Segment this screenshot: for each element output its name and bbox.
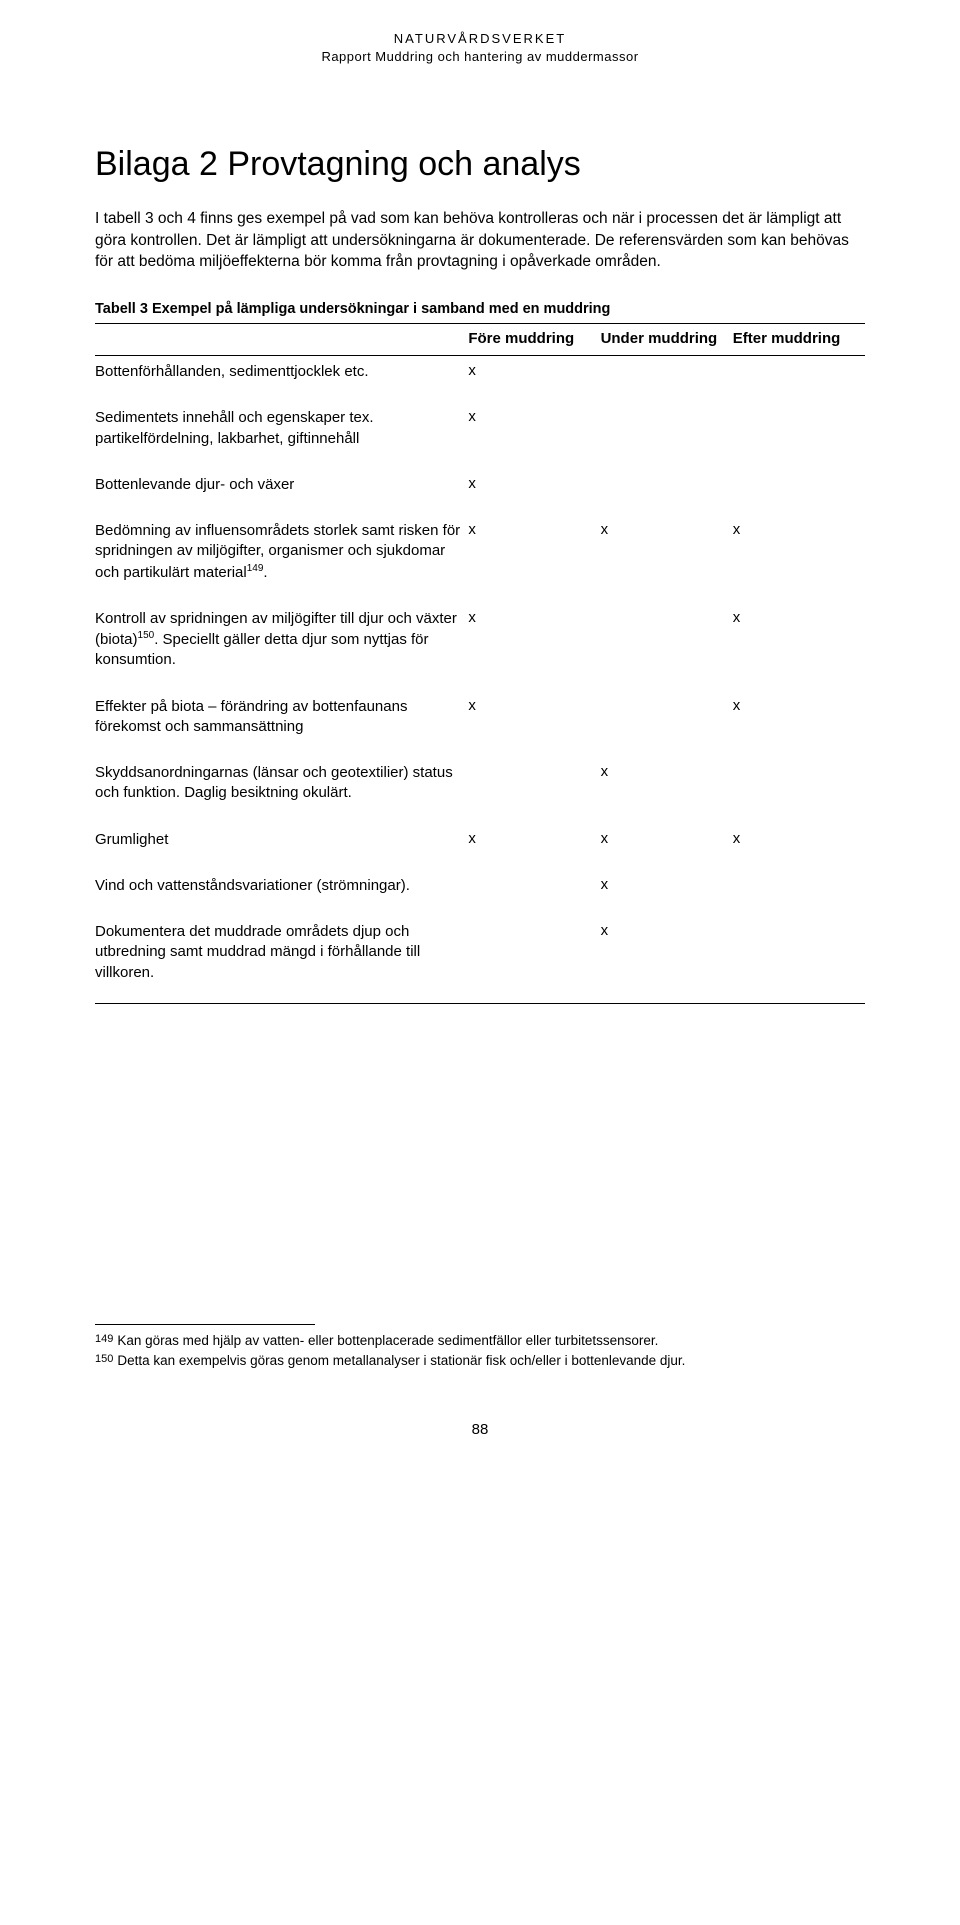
row-description: Kontroll av spridningen av miljögifter t…	[95, 603, 468, 691]
table-row: Skyddsanordningarnas (länsar och geotext…	[95, 757, 865, 824]
investigations-table: Före muddring Under muddring Efter muddr…	[95, 323, 865, 1004]
table-caption: Tabell 3 Exempel på lämpliga undersöknin…	[95, 301, 865, 317]
footnote-149: 149 Kan göras med hjälp av vatten- eller …	[95, 1331, 865, 1351]
row-under-cell	[601, 469, 733, 515]
footnote-text: Detta kan exempelvis göras genom metalla…	[117, 1353, 685, 1368]
row-under-cell: x	[601, 757, 733, 824]
row-description: Bottenförhållanden, sedimenttjocklek etc…	[95, 356, 468, 403]
table-row: Kontroll av spridningen av miljögifter t…	[95, 603, 865, 691]
row-under-cell: x	[601, 870, 733, 916]
row-efter-cell	[733, 469, 865, 515]
row-under-cell	[601, 691, 733, 758]
row-description: Skyddsanordningarnas (länsar och geotext…	[95, 757, 468, 824]
table-row: Bottenförhållanden, sedimenttjocklek etc…	[95, 356, 865, 403]
page-header: NATURVÅRDSVERKET Rapport Muddring och ha…	[95, 30, 865, 65]
table-row: Bottenlevande djur- och växerx	[95, 469, 865, 515]
row-fore-cell: x	[468, 603, 600, 691]
row-under-cell: x	[601, 916, 733, 1003]
row-efter-cell: x	[733, 691, 865, 758]
row-fore-cell	[468, 870, 600, 916]
row-description: Bedömning av influensområdets storlek sa…	[95, 515, 468, 603]
row-fore-cell: x	[468, 402, 600, 469]
table-header-row: Före muddring Under muddring Efter muddr…	[95, 324, 865, 356]
table-row: Effekter på biota – förändring av botten…	[95, 691, 865, 758]
footnote-number: 150	[95, 1353, 113, 1365]
row-efter-cell	[733, 916, 865, 1003]
row-under-cell	[601, 402, 733, 469]
row-under-cell: x	[601, 515, 733, 603]
row-fore-cell	[468, 916, 600, 1003]
row-efter-cell: x	[733, 603, 865, 691]
row-description: Effekter på biota – förändring av botten…	[95, 691, 468, 758]
footnote-150: 150 Detta kan exempelvis göras genom meta…	[95, 1351, 865, 1371]
row-description: Dokumentera det muddrade områdets djup o…	[95, 916, 468, 1003]
row-fore-cell: x	[468, 691, 600, 758]
row-efter-cell: x	[733, 515, 865, 603]
page-number: 88	[95, 1421, 865, 1438]
page-title: Bilaga 2 Provtagning och analys	[95, 145, 865, 184]
row-description: Sedimentets innehåll och egenskaper tex.…	[95, 402, 468, 469]
row-efter-cell	[733, 870, 865, 916]
row-under-cell	[601, 356, 733, 403]
header-report-title: Rapport Muddring och hantering av mudder…	[95, 48, 865, 66]
table-row: Dokumentera det muddrade områdets djup o…	[95, 916, 865, 1003]
col-header-empty	[95, 324, 468, 356]
row-under-cell: x	[601, 824, 733, 870]
table-row: Grumlighetxxx	[95, 824, 865, 870]
row-description: Grumlighet	[95, 824, 468, 870]
intro-paragraph: I tabell 3 och 4 finns ges exempel på va…	[95, 208, 865, 273]
table-row: Bedömning av influensområdets storlek sa…	[95, 515, 865, 603]
row-fore-cell: x	[468, 356, 600, 403]
row-efter-cell	[733, 402, 865, 469]
col-header-fore: Före muddring	[468, 324, 600, 356]
row-efter-cell	[733, 757, 865, 824]
col-header-efter: Efter muddring	[733, 324, 865, 356]
footnote-separator	[95, 1324, 315, 1325]
col-header-under: Under muddring	[601, 324, 733, 356]
row-fore-cell: x	[468, 515, 600, 603]
footnote-number: 149	[95, 1333, 113, 1345]
table-row: Vind och vattenståndsvariationer (strömn…	[95, 870, 865, 916]
row-efter-cell	[733, 356, 865, 403]
row-fore-cell	[468, 757, 600, 824]
row-under-cell	[601, 603, 733, 691]
header-org: NATURVÅRDSVERKET	[95, 30, 865, 48]
row-fore-cell: x	[468, 824, 600, 870]
row-description: Bottenlevande djur- och växer	[95, 469, 468, 515]
table-row: Sedimentets innehåll och egenskaper tex.…	[95, 402, 865, 469]
row-efter-cell: x	[733, 824, 865, 870]
footnote-text: Kan göras med hjälp av vatten- eller bot…	[117, 1333, 658, 1348]
row-fore-cell: x	[468, 469, 600, 515]
page-container: NATURVÅRDSVERKET Rapport Muddring och ha…	[0, 0, 960, 1478]
row-description: Vind och vattenståndsvariationer (strömn…	[95, 870, 468, 916]
